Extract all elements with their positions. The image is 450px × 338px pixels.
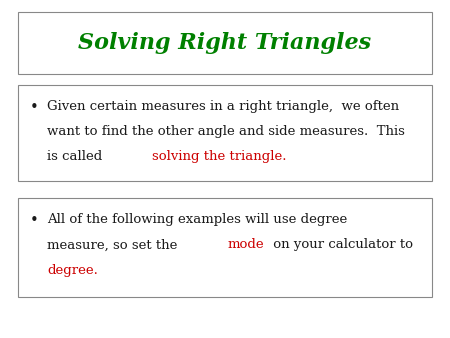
Text: mode: mode [228,238,264,251]
Text: solving the triangle.: solving the triangle. [153,150,287,163]
Text: •: • [29,213,38,228]
FancyBboxPatch shape [18,12,432,74]
Text: Given certain measures in a right triangle,  we often: Given certain measures in a right triang… [47,100,400,113]
FancyBboxPatch shape [18,198,432,297]
Text: measure, so set the: measure, so set the [47,238,182,251]
Text: •: • [29,100,38,115]
Text: is called: is called [47,150,107,163]
FancyBboxPatch shape [18,84,432,181]
Text: want to find the other angle and side measures.  This: want to find the other angle and side me… [47,125,405,138]
Text: degree.: degree. [47,264,98,276]
Text: All of the following examples will use degree: All of the following examples will use d… [47,213,347,226]
Text: on your calculator to: on your calculator to [269,238,413,251]
Text: Solving Right Triangles: Solving Right Triangles [78,32,372,54]
